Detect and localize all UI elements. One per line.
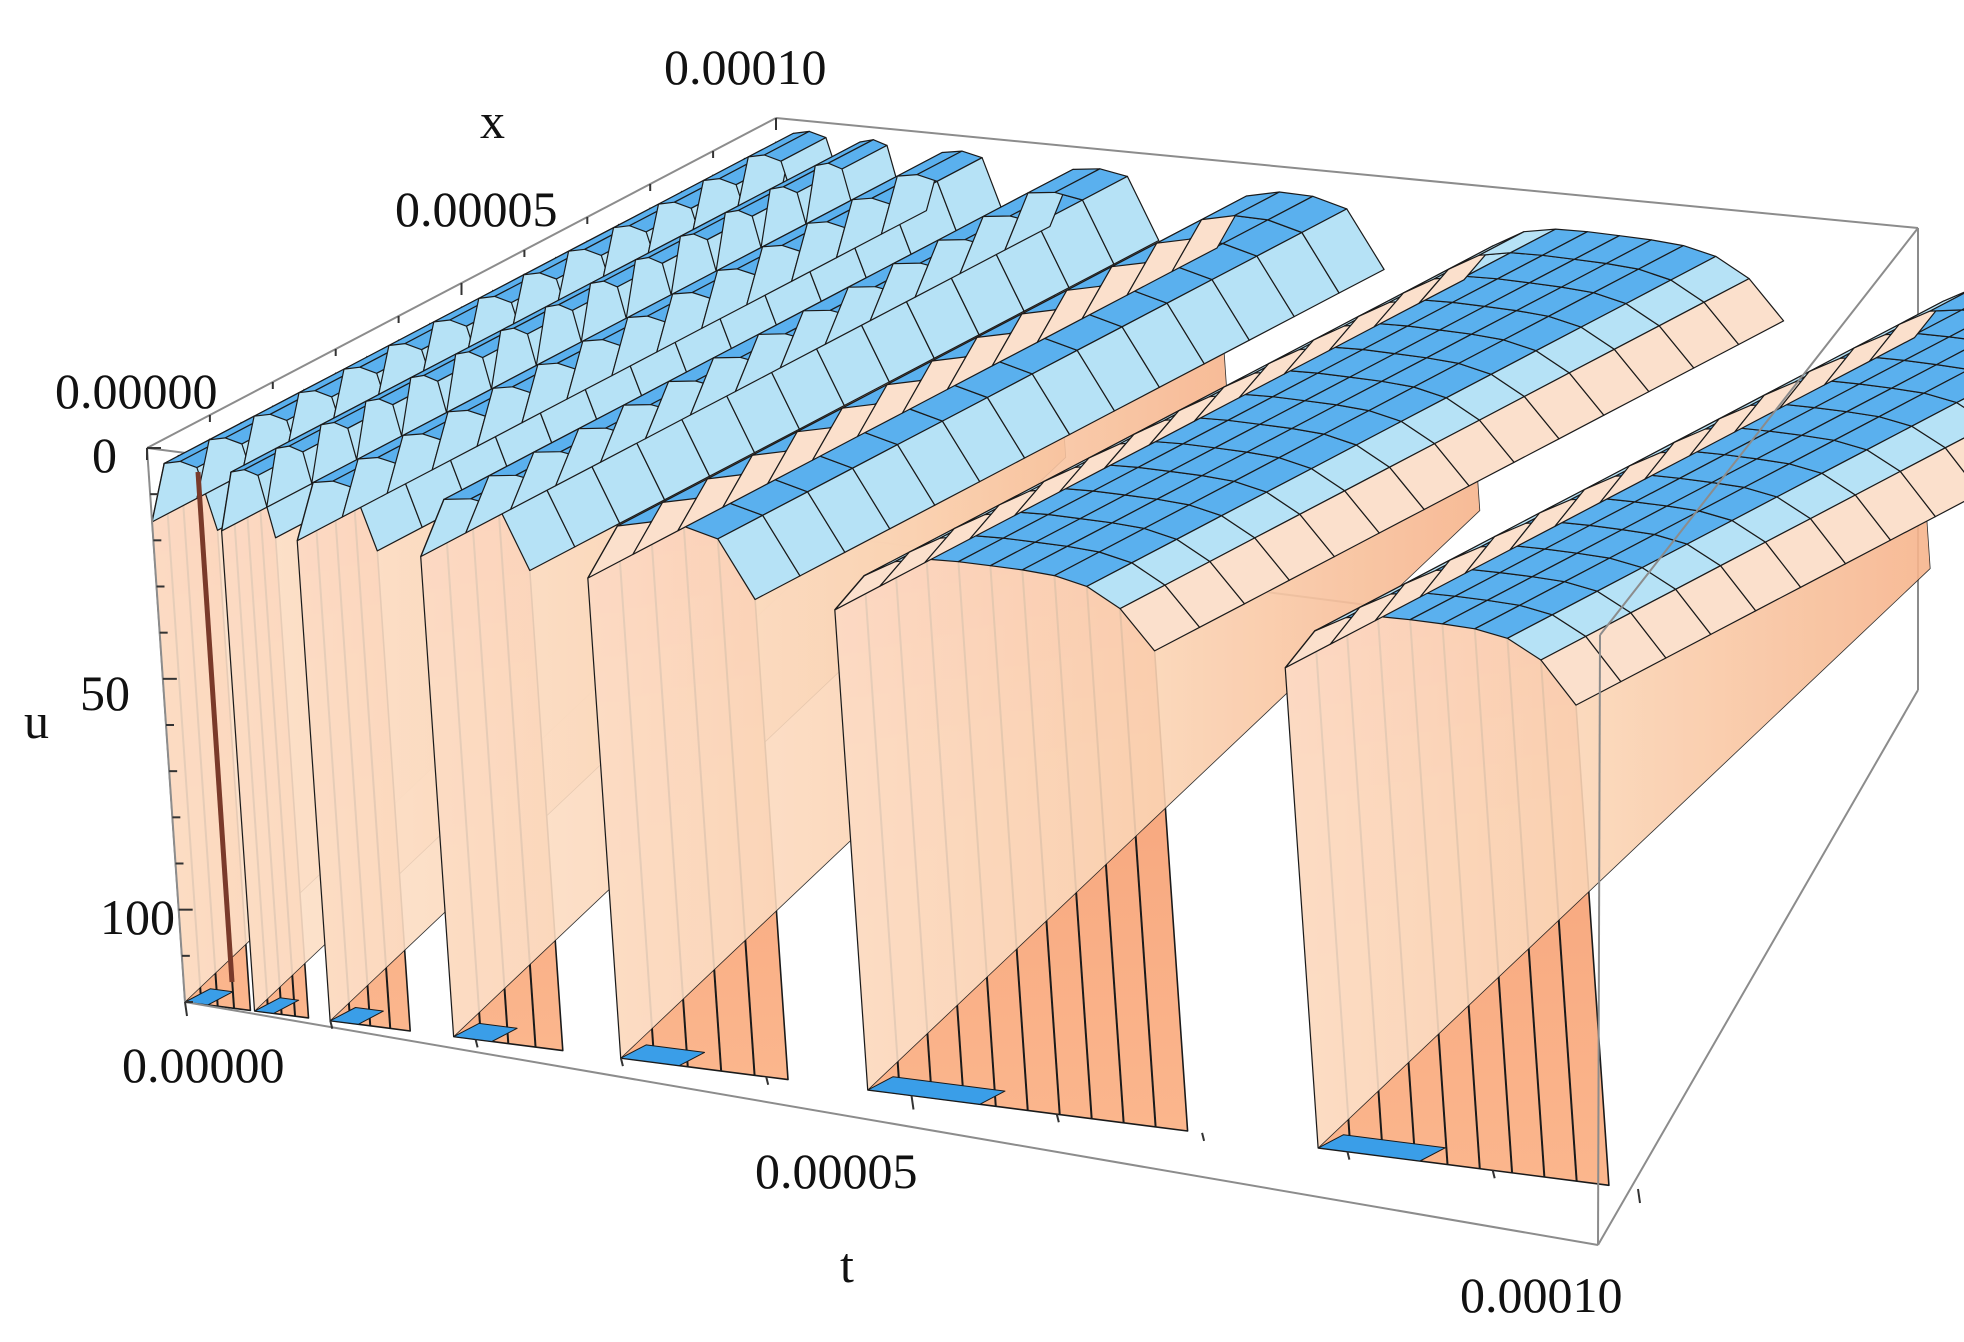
- axis-ticks: [146, 118, 1641, 1204]
- arch-6-top-cell: [1929, 292, 1964, 312]
- arch-3-foot: [453, 1022, 518, 1042]
- surface-mesh: [151, 130, 1964, 1187]
- arch-6-top-cell: [1935, 349, 1964, 370]
- arch-5: [834, 228, 1785, 1132]
- x-axis-title: x: [480, 93, 505, 149]
- arch-6-top-cell: [1944, 437, 1964, 473]
- x-tick-0: 0.00000: [55, 363, 218, 419]
- arch-4-top-cell: [1301, 208, 1385, 294]
- t-tick-mark: [619, 1057, 624, 1067]
- t-tick-mark: [1055, 1113, 1060, 1123]
- arch-2-foot: [329, 1007, 384, 1025]
- t-tick-mark: [329, 1020, 334, 1029]
- arch-6-top-cell: [1898, 291, 1964, 326]
- t-tick-mark: [910, 1095, 915, 1110]
- arch-6-top-cell: [1916, 309, 1964, 338]
- t-tick-mark: [1637, 1188, 1641, 1204]
- arch-6-top-cell: [1899, 447, 1964, 518]
- u-axis-title: u: [24, 693, 49, 749]
- arch-6: [1284, 291, 1964, 1187]
- x-tick-2: 0.00010: [664, 39, 827, 95]
- t-tick-2: 0.00010: [1460, 1267, 1623, 1323]
- arch-6-top-cell: [1911, 402, 1964, 449]
- arch-6-top-cell: [1891, 364, 1964, 394]
- arch-5-foot: [867, 1076, 1006, 1105]
- t-tick-mark: [474, 1039, 479, 1048]
- u-tick-0: 0: [92, 427, 117, 483]
- t-tick-mark: [1491, 1170, 1496, 1179]
- t-tick-0: 0.00000: [122, 1037, 285, 1093]
- arch-4-foot: [620, 1044, 705, 1067]
- u-tick-1: 50: [80, 665, 130, 721]
- x-tick-1: 0.00005: [395, 181, 558, 237]
- t-tick-mark: [765, 1076, 770, 1086]
- arch-3-top-cell: [1081, 175, 1160, 265]
- t-tick-mark: [1201, 1132, 1206, 1142]
- arch-6-top-cell: [1956, 398, 1964, 409]
- u-tick-2: 100: [100, 889, 175, 945]
- arch-6-top-cell: [1948, 328, 1964, 340]
- arch-6-top-cell: [1923, 371, 1964, 404]
- t-tick-mark: [1346, 1151, 1351, 1160]
- arch-6-foot: [1317, 1134, 1446, 1162]
- arch-4: [587, 191, 1385, 1081]
- t-tick-mark: [184, 1001, 188, 1017]
- t-tick-1: 0.00005: [755, 1143, 918, 1199]
- arch-5-top-cell: [1703, 278, 1785, 346]
- arch-1-foot: [254, 997, 300, 1014]
- edge-line: [195, 471, 235, 983]
- t-axis-title: t: [840, 1237, 854, 1293]
